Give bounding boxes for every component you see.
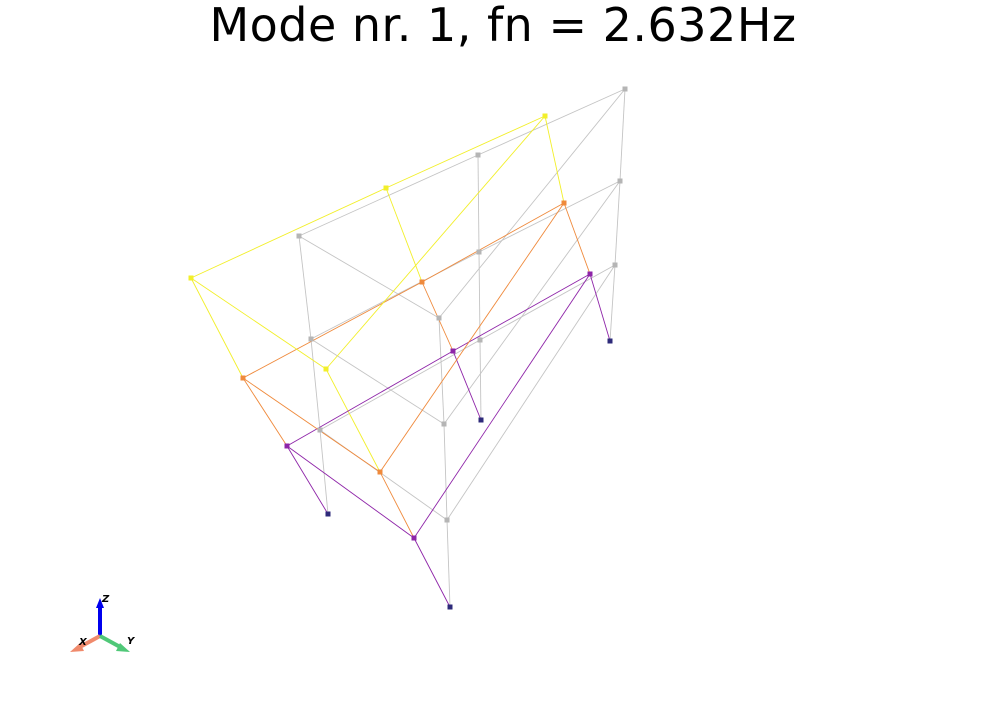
deformed-node-0_0_0 [325,511,331,517]
undeformed-beam-x-0-2 [310,251,480,340]
deformed-column-1-0-2 [385,187,423,283]
deformed-node-0_1_0 [447,604,453,610]
x-arrow-head [70,643,84,652]
deformed-beam-y-1-1 [452,273,591,352]
deformed-node-0_1_3 [323,366,329,372]
plot-title: Mode nr. 1, fn = 2.632Hz [209,0,797,52]
deformed-beam-x-1-3 [325,115,546,370]
undeformed-node-0_1_1 [444,517,450,523]
deformed-beam-x-0-1 [286,350,454,447]
deformed-beam-y-1-2 [421,202,565,283]
orientation-axes-widget: Z X Y [70,594,136,652]
undeformed-node-0_0_3 [296,233,302,239]
undeformed-beam-y-0-2 [310,338,445,425]
deformed-column-0-0-0 [286,445,329,515]
undeformed-beam-y-0-3 [298,235,440,319]
z-axis-label: Z [101,594,110,605]
deformed-column-0-1-2 [325,368,381,473]
undeformed-beam-x-1-1 [446,264,616,521]
deformed-node-1_0_0 [478,417,484,423]
deformed-node-1_0_1 [450,348,456,354]
undeformed-column-1-0-2 [477,154,480,253]
deformed-column-1-1-2 [544,115,565,204]
deformed-column-0-0-2 [190,277,244,379]
deformed-column-1-0-0 [452,350,482,421]
undeformed-beam-x-1-2 [443,180,621,425]
undeformed-node-1_1_3 [622,86,628,92]
deformed-node-0_0_1 [284,443,290,449]
deformed-node-1_0_3 [383,185,389,191]
undeformed-column-1-1-0 [609,264,616,342]
undeformed-node-1_0_2 [476,249,482,255]
undeformed-node-0_1_2 [441,421,447,427]
undeformed-beam-y-1-1 [479,264,616,341]
deformed-column-1-1-0 [589,273,611,342]
undeformed-frame [298,88,626,608]
y-axis-arrow [99,634,123,650]
undeformed-column-0-1-0 [446,519,451,608]
undeformed-node-1_1_2 [617,178,623,184]
deformed-column-1-1-1 [563,202,591,275]
z-arrow-head [96,598,104,608]
deformed-node-1_1_3 [542,113,548,119]
undeformed-column-0-1-1 [443,423,448,521]
deformed-node-1_1_0 [607,338,613,344]
undeformed-column-0-0-0 [319,429,329,515]
undeformed-column-0-0-1 [310,338,321,431]
deformed-beam-y-0-1 [286,445,415,539]
undeformed-column-0-1-2 [438,317,445,425]
deformed-beam-y-0-3 [190,277,327,370]
x-axis-label: X [78,637,88,648]
undeformed-node-0_1_3 [436,315,442,321]
undeformed-node-1_0_1 [477,337,483,343]
undeformed-column-0-0-2 [298,235,312,340]
y-arrow-head [116,643,130,652]
deformed-node-0_1_1 [411,535,417,541]
deformed-frame [190,115,611,608]
undeformed-node-1_0_3 [475,152,481,158]
undeformed-beam-x-1-3 [438,88,626,319]
deformed-node-1_1_1 [587,271,593,277]
undeformed-beam-x-0-1 [319,339,481,431]
deformed-beam-y-1-3 [385,115,546,189]
undeformed-node-0_0_2 [308,336,314,342]
deformed-beam-y-0-2 [242,377,381,473]
deformed-beam-x-0-3 [190,187,387,279]
deformed-beam-x-1-1 [413,273,591,539]
deformed-node-0_0_2 [240,375,246,381]
deformed-beam-x-0-2 [242,281,423,379]
deformed-column-0-1-1 [379,471,415,539]
undeformed-column-1-1-2 [619,88,626,182]
deformed-column-0-1-0 [413,537,451,608]
x-axis-arrow [77,634,101,650]
deformed-node-1_0_2 [419,279,425,285]
undeformed-column-1-1-1 [614,180,621,266]
deformed-column-0-0-1 [242,377,288,447]
deformed-beam-x-1-2 [379,202,565,473]
deformed-node-1_1_2 [561,200,567,206]
undeformed-node-1_1_1 [612,262,618,268]
y-axis-label: Y [127,636,136,647]
undeformed-node-0_0_1 [317,427,323,433]
deformed-node-0_0_3 [188,275,194,281]
deformed-node-0_1_2 [377,469,383,475]
undeformed-column-1-0-0 [479,339,482,421]
undeformed-beam-y-1-3 [477,88,626,156]
frame-nodes [188,86,628,610]
undeformed-beam-y-1-2 [478,180,621,253]
